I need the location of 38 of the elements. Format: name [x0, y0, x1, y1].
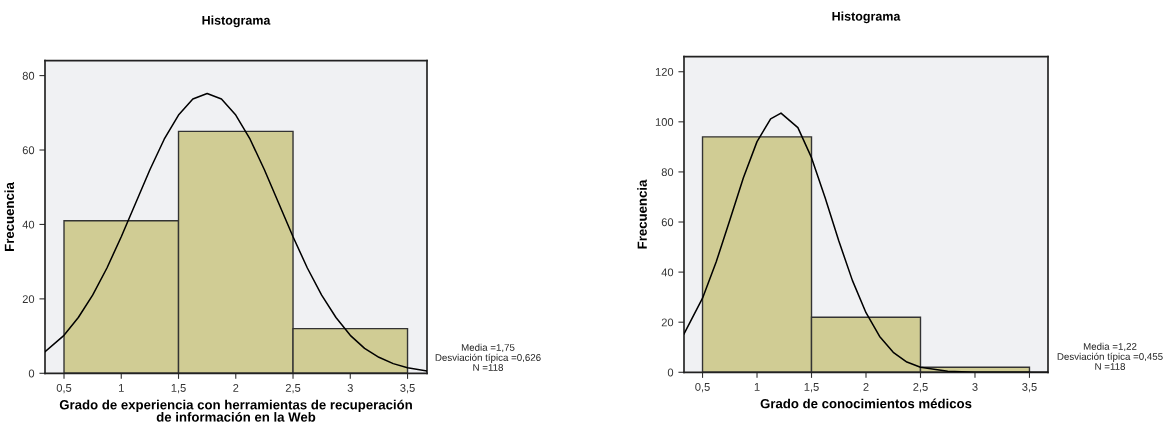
- x-tick-label: 3,5: [1022, 383, 1037, 393]
- x-axis-title: Grado de experiencia con herramientas de recuperación de información en la Web: [59, 399, 412, 422]
- x-tick-label: 2,5: [913, 383, 928, 393]
- text: N =118: [1095, 363, 1126, 370]
- y-axis-title: Frecuencia: [4, 182, 15, 251]
- text: Media =1,22: [1083, 342, 1137, 352]
- x-tick-label: 2,5: [285, 384, 301, 394]
- x-tick-label: 1,5: [804, 383, 819, 393]
- y-tick-label: 20: [661, 318, 674, 327]
- y-tick-label: 80: [22, 71, 35, 80]
- x-tick-label: 1: [119, 384, 124, 392]
- x-tick-label: 3,5: [400, 384, 415, 394]
- y-tick-label: 0: [667, 368, 674, 377]
- chart-title: Histograma: [202, 15, 271, 28]
- x-tick-label: 0,5: [695, 383, 710, 393]
- text: N =118: [473, 364, 504, 371]
- y-tick-label: 40: [22, 220, 35, 229]
- x-tick-label: 0,5: [56, 384, 72, 394]
- x-tick-label: 2: [863, 383, 869, 391]
- y-tick-label: 120: [655, 68, 674, 76]
- x-tick-label: 2: [233, 384, 239, 392]
- x-tick-label: 1,5: [171, 384, 186, 394]
- y-tick-label: 40: [661, 268, 674, 277]
- x-tick-label: 1: [754, 383, 760, 391]
- text: Desviación típica =0,455: [1057, 352, 1163, 362]
- x-axis-title: Grado de conocimientos médicos: [760, 398, 972, 409]
- y-tick-label: 80: [661, 168, 674, 177]
- x-tick-label: 3: [347, 384, 353, 392]
- text: Desviación típica =0,626: [435, 353, 541, 363]
- chart-title: Histograma: [832, 11, 901, 24]
- y-tick-label: 20: [22, 295, 35, 304]
- y-axis-title: Frecuencia: [637, 179, 647, 249]
- text: Media =1,75: [461, 343, 515, 353]
- y-tick-label: 0: [28, 369, 35, 378]
- y-tick-label: 60: [661, 218, 674, 227]
- y-tick-label: 100: [655, 118, 674, 126]
- x-tick-label: 3: [972, 383, 978, 391]
- y-tick-label: 60: [22, 146, 35, 155]
